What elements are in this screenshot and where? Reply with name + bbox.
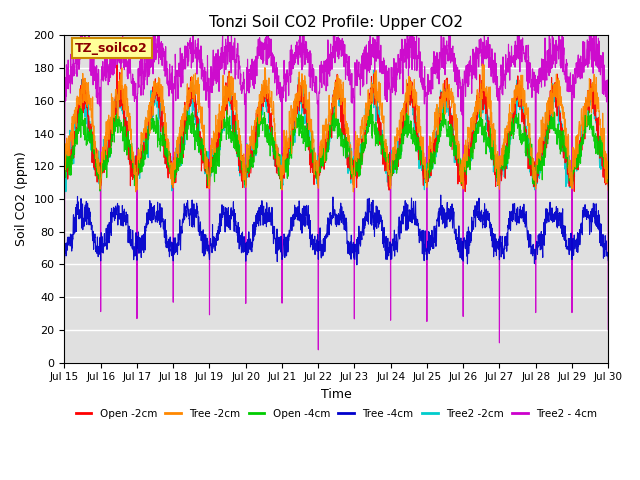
Y-axis label: Soil CO2 (ppm): Soil CO2 (ppm) — [15, 152, 28, 246]
Title: Tonzi Soil CO2 Profile: Upper CO2: Tonzi Soil CO2 Profile: Upper CO2 — [209, 15, 463, 30]
X-axis label: Time: Time — [321, 388, 352, 401]
Legend: Open -2cm, Tree -2cm, Open -4cm, Tree -4cm, Tree2 -2cm, Tree2 - 4cm: Open -2cm, Tree -2cm, Open -4cm, Tree -4… — [72, 405, 601, 423]
Text: TZ_soilco2: TZ_soilco2 — [76, 42, 148, 55]
